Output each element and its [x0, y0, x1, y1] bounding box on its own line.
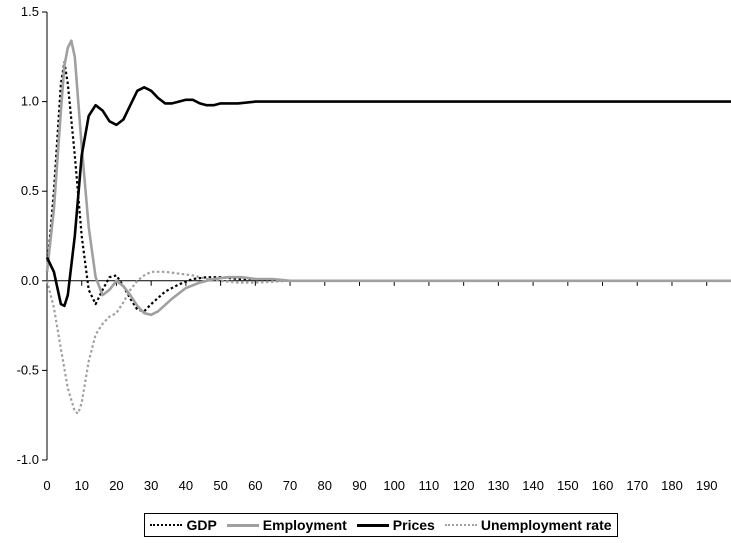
series-line-unemployment-rate: [45, 270, 360, 415]
x-tick-label: 150: [557, 478, 579, 493]
x-tick-label: 30: [144, 478, 158, 493]
x-tick-label: 50: [213, 478, 227, 493]
legend-swatch-gdp: [150, 524, 183, 526]
chart-series: [45, 39, 731, 415]
y-tick-label: -1.0: [17, 452, 39, 467]
chart-axes: [46, 12, 731, 460]
x-tick-label: 100: [383, 478, 405, 493]
y-axis-ticks: -1.0 -0.5 0.0 0.5 1.0 1.5: [17, 4, 47, 467]
x-tick-label: 110: [419, 478, 440, 493]
series-line-prices: [45, 86, 731, 308]
x-tick-label: 0: [43, 478, 50, 493]
legend-label-employment: Employment: [262, 517, 347, 533]
x-tick-label: 140: [522, 478, 544, 493]
x-tick-label: 80: [318, 478, 332, 493]
x-tick-label: 160: [592, 478, 614, 493]
y-tick-label: 1.5: [21, 4, 39, 19]
legend-item-gdp: GDP: [150, 517, 217, 533]
legend-item-employment: Employment: [226, 517, 347, 533]
legend-label-gdp: GDP: [186, 517, 217, 533]
chart-legend: GDP Employment Prices Unemployment rate: [144, 513, 618, 537]
legend-item-unemployment-rate: Unemployment rate: [444, 517, 612, 533]
legend-item-prices: Prices: [356, 517, 435, 533]
legend-swatch-unemployment-rate: [444, 524, 477, 526]
y-tick-label: 1.0: [21, 94, 39, 109]
x-tick-label: 10: [74, 478, 88, 493]
x-tick-label: 60: [248, 478, 262, 493]
y-tick-label: -0.5: [17, 362, 39, 377]
series-line-employment: [45, 39, 731, 317]
series-line-gdp: [45, 61, 360, 313]
x-axis-ticks: 0 10 20 30 40 50 60 70 80 90 100 110 120 130 140 150 160…: [43, 280, 718, 493]
y-tick-label: 0.5: [21, 183, 39, 198]
x-tick-label: 20: [109, 478, 123, 493]
x-tick-label: 170: [626, 478, 648, 493]
x-tick-label: 190: [696, 478, 718, 493]
line-chart: -1.0 -0.5 0.0 0.5 1.0 1.5 0 10 20 30 40 50 60 70 80 90…: [17, 4, 731, 493]
legend-swatch-prices: [356, 523, 389, 527]
y-tick-label: 0.0: [21, 273, 39, 288]
legend-label-unemployment-rate: Unemployment rate: [480, 517, 612, 533]
x-tick-label: 40: [179, 478, 193, 493]
x-tick-label: 120: [453, 478, 475, 493]
x-tick-label: 130: [488, 478, 510, 493]
x-tick-label: 90: [352, 478, 366, 493]
x-tick-label: 70: [283, 478, 297, 493]
legend-swatch-employment: [226, 523, 259, 527]
x-tick-label: 180: [661, 478, 683, 493]
legend-label-prices: Prices: [392, 517, 435, 533]
